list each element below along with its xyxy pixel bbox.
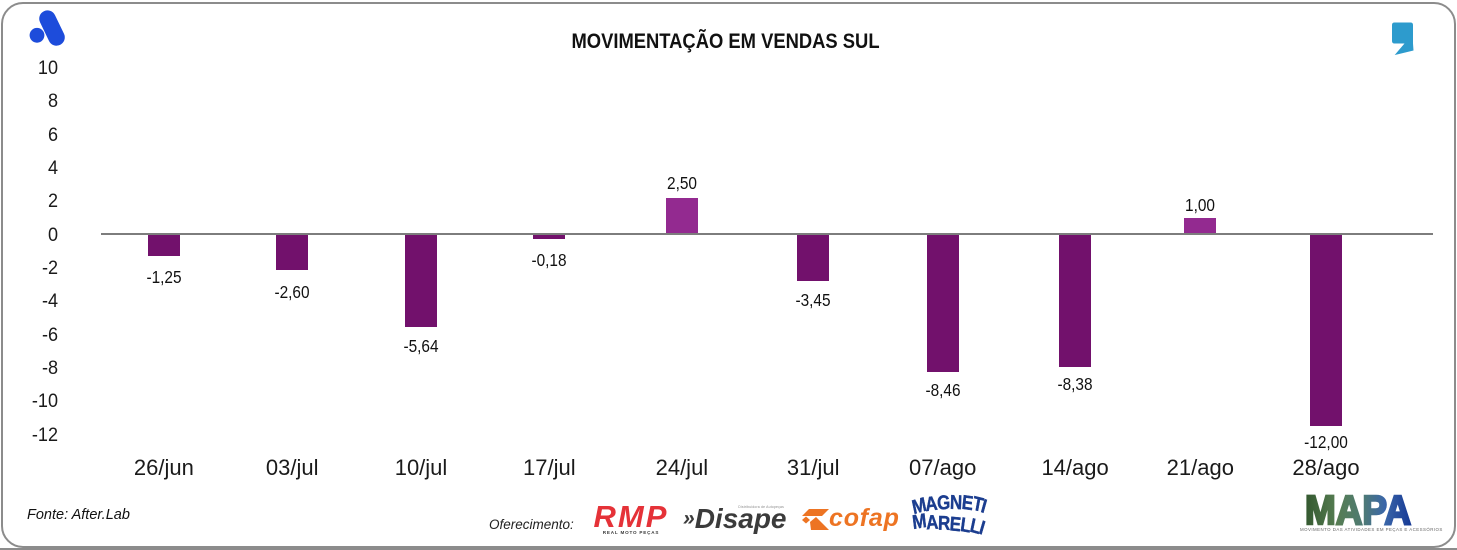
svg-text:MAPA: MAPA [1305,487,1411,528]
